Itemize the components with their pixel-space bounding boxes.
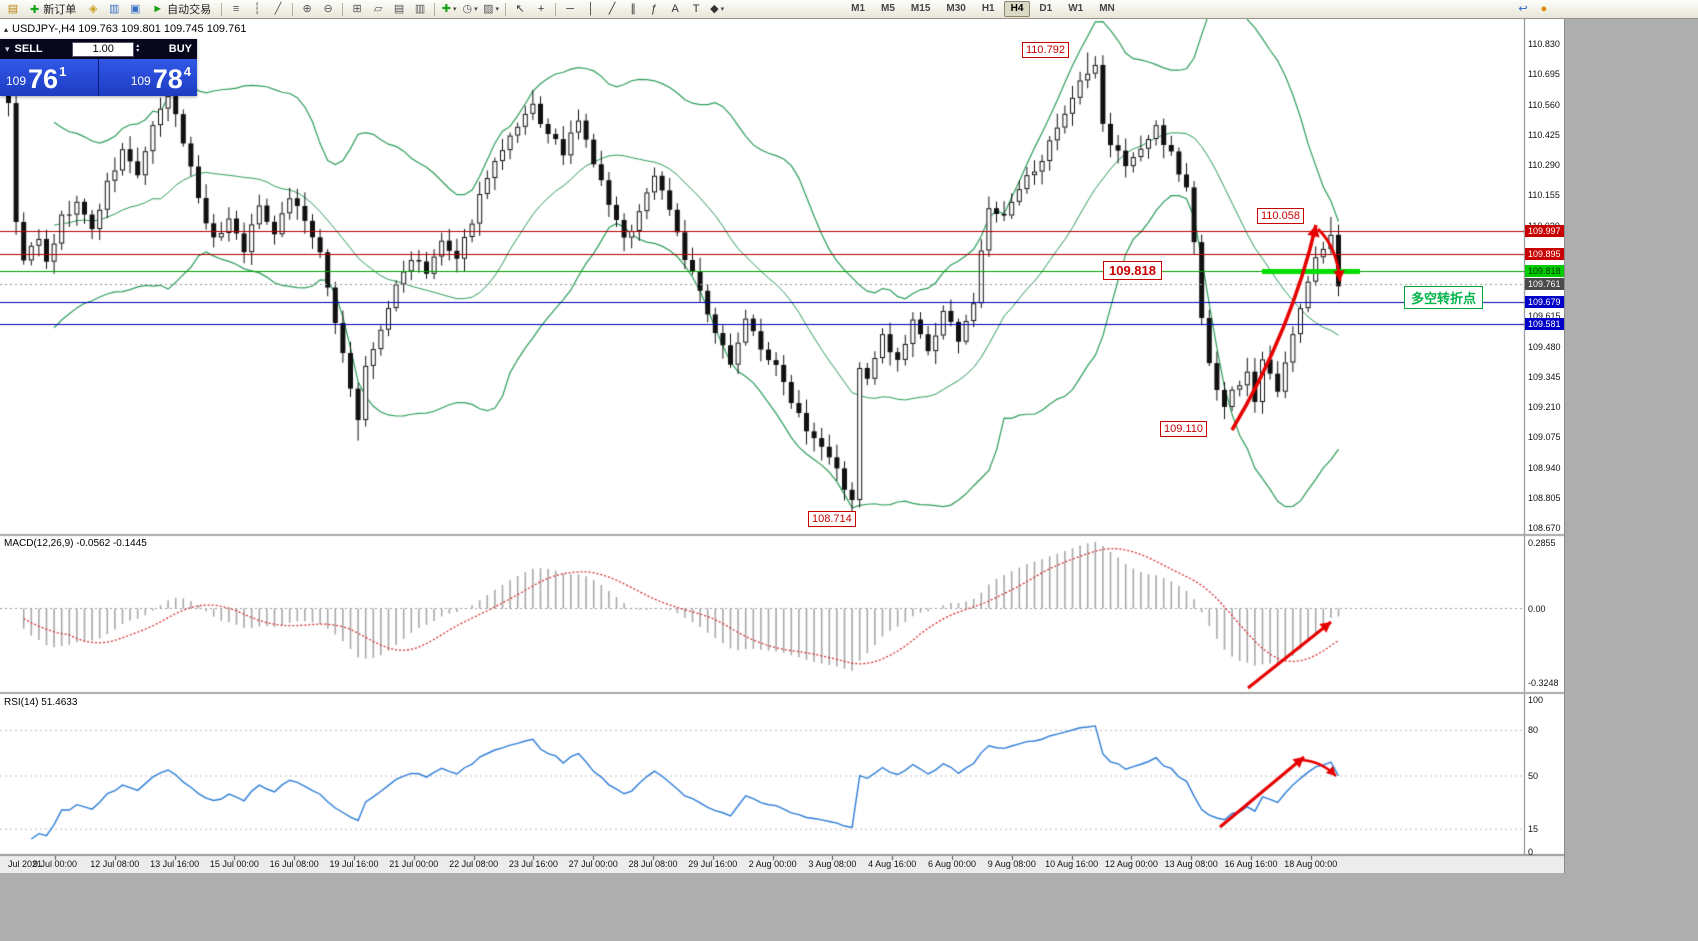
auto-trading-button[interactable]: ► 自动交易 <box>146 1 217 18</box>
price-axis[interactable] <box>1524 19 1564 854</box>
timeframe-m5-button[interactable]: M5 <box>881 3 895 14</box>
rsi-indicator-label: RSI(14) 51.4633 <box>4 697 78 708</box>
chart-area: 110.830 110.695 110.560 110.425 110.290 110.1… <box>0 19 1565 873</box>
sell-button[interactable]: 109 76 1 <box>0 59 98 96</box>
period-icon[interactable]: ◷ ▾ <box>460 1 480 18</box>
trade-panel-prices: 109 76 1 109 78 4 <box>0 59 197 96</box>
price-annotation[interactable]: 108.714 <box>808 511 856 527</box>
fibonacci-icon[interactable]: ƒ <box>651 2 658 15</box>
toolbar-separator <box>434 2 436 16</box>
text-annotation[interactable]: 多空转折点 <box>1404 286 1484 309</box>
crosshair-icon[interactable]: + <box>537 2 545 15</box>
buy-price-pip: 4 <box>183 64 191 79</box>
candlestick-chart-icon[interactable]: ┆ <box>253 2 261 15</box>
symbol-marker-icon: ▴ <box>4 24 9 34</box>
symbol-ohlc-text: USDJPY-,H4 109.763 109.801 109.745 109.7… <box>12 23 247 35</box>
vertical-line-icon[interactable]: │ <box>587 2 595 15</box>
toolbar-separator <box>221 2 223 16</box>
price-annotation[interactable]: 110.792 <box>1022 42 1069 58</box>
trendline-icon[interactable]: ╱ <box>608 2 616 15</box>
toolbar-separator <box>555 2 557 16</box>
navigator-icon[interactable]: ◈ <box>88 2 98 15</box>
auto-trading-button-label: 自动交易 <box>167 4 212 16</box>
trade-panel-top-row: ▾ SELL ▴ ▾ BUY <box>0 39 197 59</box>
price-annotation[interactable]: 109.110 <box>1160 421 1207 437</box>
volume-decrease-button[interactable]: ▾ <box>136 48 140 54</box>
undo-icon[interactable]: ↩ <box>1518 2 1528 15</box>
bar-chart-icon[interactable]: ≡ <box>232 2 240 15</box>
dropdown-caret-icon: ▾ <box>452 5 457 13</box>
sell-price-base: 109 <box>6 74 27 88</box>
buy-price-base: 109 <box>130 74 151 88</box>
timeframe-mn-button[interactable]: MN <box>1099 3 1115 14</box>
new-order-icon: ✚ <box>30 3 40 16</box>
label-icon[interactable]: T <box>692 2 700 15</box>
zoom-out-icon[interactable]: ⊖ <box>323 2 333 15</box>
new-order-button-label: 新订单 <box>43 4 77 16</box>
timeframe-d1-button[interactable]: D1 <box>1039 3 1053 14</box>
sell-price-pip: 1 <box>59 64 67 79</box>
timeframe-m1-button[interactable]: M1 <box>851 3 866 14</box>
macd-indicator-label: MACD(12,26,9) -0.0562 -0.1445 <box>4 538 147 549</box>
timeframe-m15-button[interactable]: M15 <box>910 3 931 14</box>
tile-horizontal-icon[interactable]: ▤ <box>393 2 405 15</box>
data-window-icon[interactable]: ▣ <box>130 2 141 15</box>
shapes-icon[interactable]: ◆ ▾ <box>707 1 727 18</box>
toolbar-separator <box>505 2 507 16</box>
horizontal-line-icon[interactable]: ─ <box>566 2 574 15</box>
new-chart-icon[interactable]: ▤ <box>7 2 19 15</box>
line-chart-icon[interactable]: ╱ <box>274 2 282 15</box>
buy-button[interactable]: 109 78 4 <box>99 59 197 96</box>
timeframe-h4-button[interactable]: H4 <box>1003 1 1031 17</box>
volume-input[interactable] <box>72 41 135 57</box>
cascade-windows-icon[interactable]: ▱ <box>373 2 383 15</box>
sell-label: SELL <box>14 43 43 55</box>
volume-spinner: ▴ ▾ <box>136 43 140 54</box>
sell-price-big: 76 <box>28 64 59 94</box>
volume-increase-button[interactable]: ▴ <box>136 43 140 49</box>
buy-price-big: 78 <box>152 64 183 94</box>
timeframe-h1-button[interactable]: H1 <box>981 3 995 14</box>
market-watch-icon[interactable]: ▥ <box>109 2 120 15</box>
add-indicator-icon[interactable]: ✚ ▾ <box>439 1 459 18</box>
buy-label: BUY <box>168 43 192 55</box>
volume-field: ▴ ▾ <box>48 41 164 57</box>
community-icon[interactable]: ● <box>1540 2 1548 15</box>
channel-icon[interactable]: ∥ <box>630 2 636 15</box>
auto-trading-icon: ► <box>152 3 164 15</box>
text-icon[interactable]: A <box>671 2 679 15</box>
dropdown-caret-icon: ▾ <box>495 5 500 13</box>
zoom-in-icon[interactable]: ⊕ <box>302 2 312 15</box>
toolbar-separator <box>292 2 294 16</box>
panel-collapse-icon[interactable]: ▾ <box>5 43 10 54</box>
panel-divider <box>98 59 99 96</box>
tile-windows-icon[interactable]: ⊞ <box>352 2 362 15</box>
template-icon[interactable]: ▨ ▾ <box>481 1 501 18</box>
price-annotation[interactable]: 110.058 <box>1257 208 1304 224</box>
price-chart-canvas[interactable] <box>0 19 1564 873</box>
timeframe-m30-button[interactable]: M30 <box>946 3 966 14</box>
toolbar-separator <box>342 2 344 16</box>
cursor-icon[interactable]: ↖ <box>515 2 525 15</box>
dropdown-caret-icon: ▾ <box>474 5 478 13</box>
symbol-info-line: ▴ USDJPY-,H4 109.763 109.801 109.745 109… <box>4 23 246 35</box>
timeframe-toolbar: M1 M5 M15 M30 H1 H4 D1 W1 MN <box>844 1 1122 17</box>
time-axis[interactable] <box>0 856 1564 873</box>
new-order-button[interactable]: ✚ 新订单 <box>24 1 82 18</box>
price-annotation[interactable]: 109.818 <box>1103 261 1162 280</box>
dropdown-caret-icon: ▾ <box>720 5 725 13</box>
timeframe-w1-button[interactable]: W1 <box>1068 3 1084 14</box>
tile-vertical-icon[interactable]: ▥ <box>414 2 426 15</box>
main-toolbar: ▤ ✚ 新订单 ◈ ▥ ▣ ► 自动交易 ≡ ┆ ╱ ⊕ ⊖ ⊞ ▱ ▤ ▥ ✚ ▾ ◷ ▾ ▨ ▾ ↖ + ─ │ ╱ ∥ ƒ A T ◆ ▾ M… <box>0 0 1698 19</box>
